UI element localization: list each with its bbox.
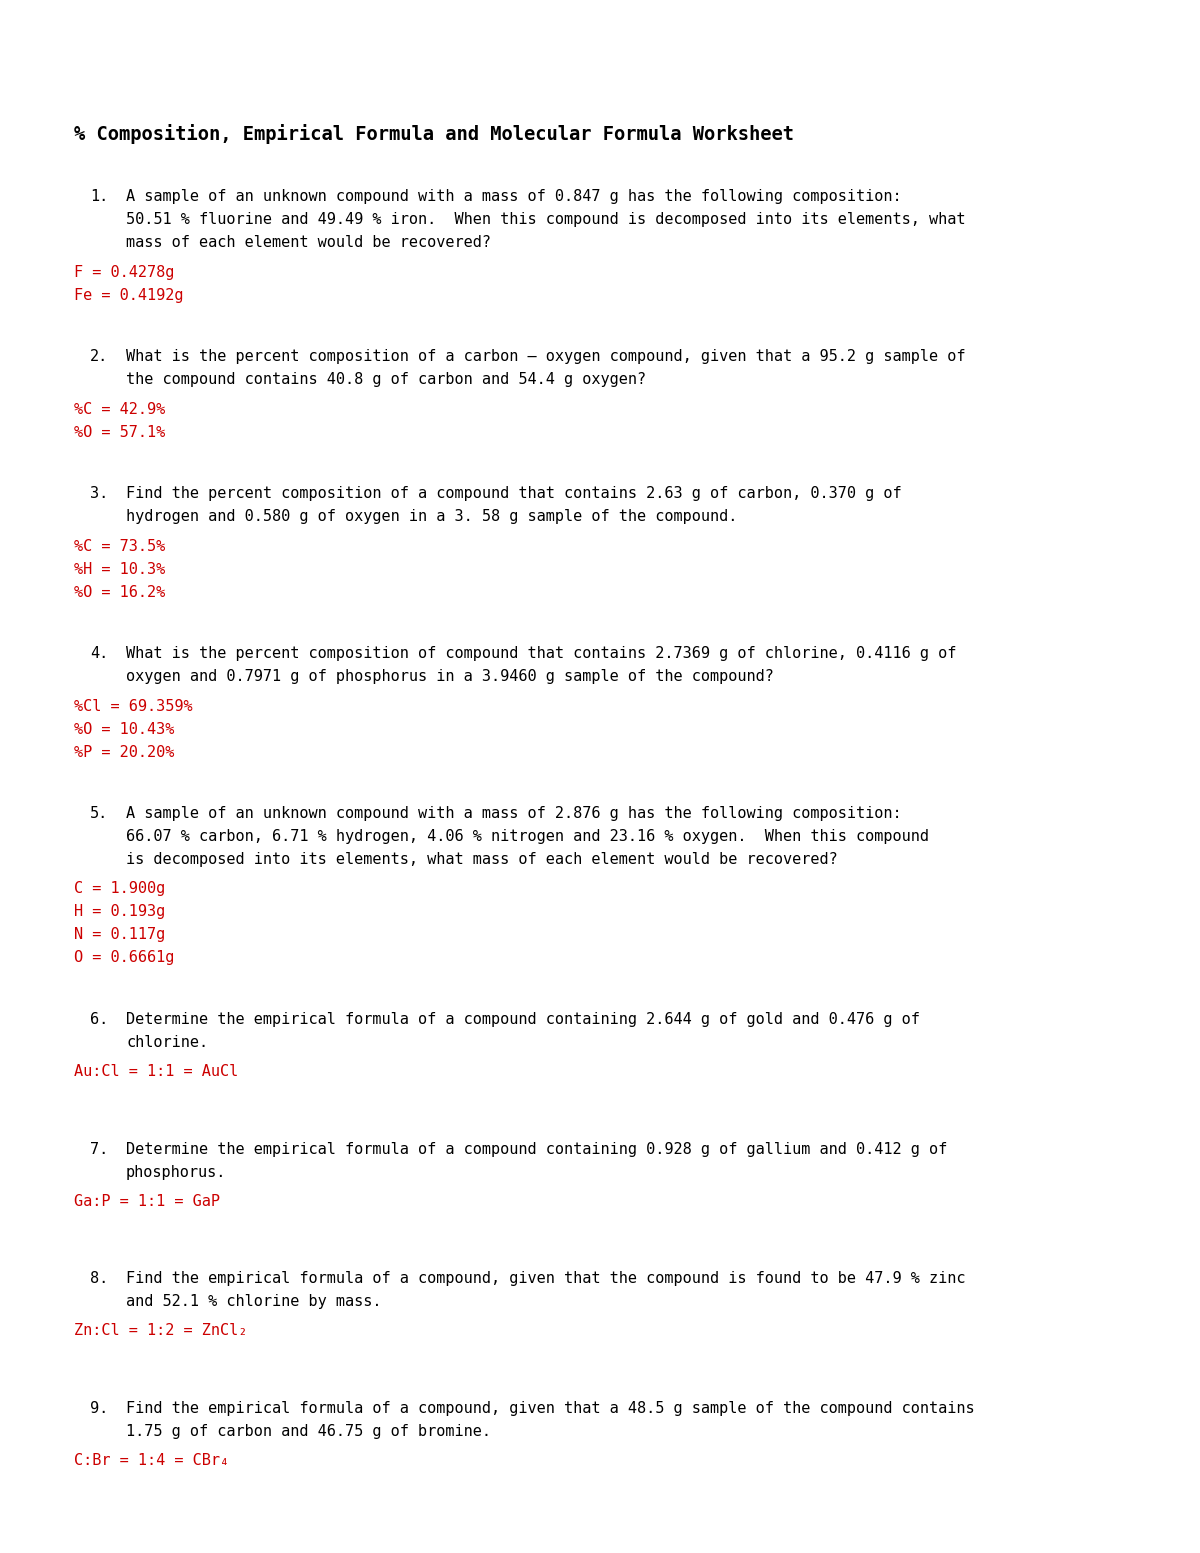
Text: %P = 20.20%: %P = 20.20% (74, 744, 175, 759)
Text: %Cl = 69.359%: %Cl = 69.359% (74, 699, 193, 713)
Text: Determine the empirical formula of a compound containing 2.644 g of gold and 0.4: Determine the empirical formula of a com… (126, 1013, 920, 1027)
Text: %O = 10.43%: %O = 10.43% (74, 722, 175, 736)
Text: mass of each element would be recovered?: mass of each element would be recovered? (126, 236, 491, 250)
Text: 7.: 7. (90, 1141, 108, 1157)
Text: A sample of an unknown compound with a mass of 2.876 g has the following composi: A sample of an unknown compound with a m… (126, 806, 901, 822)
Text: 1.: 1. (90, 189, 108, 205)
Text: %O = 57.1%: %O = 57.1% (74, 424, 166, 439)
Text: 1.75 g of carbon and 46.75 g of bromine.: 1.75 g of carbon and 46.75 g of bromine. (126, 1424, 491, 1438)
Text: 6.: 6. (90, 1013, 108, 1027)
Text: Zn:Cl = 1:2 = ZnCl₂: Zn:Cl = 1:2 = ZnCl₂ (74, 1323, 247, 1339)
Text: %H = 10.3%: %H = 10.3% (74, 562, 166, 576)
Text: Ga:P = 1:1 = GaP: Ga:P = 1:1 = GaP (74, 1194, 221, 1208)
Text: %C = 73.5%: %C = 73.5% (74, 539, 166, 553)
Text: phosphorus.: phosphorus. (126, 1165, 227, 1180)
Text: %O = 16.2%: %O = 16.2% (74, 584, 166, 599)
Text: hydrogen and 0.580 g of oxygen in a 3. 58 g sample of the compound.: hydrogen and 0.580 g of oxygen in a 3. 5… (126, 509, 737, 525)
Text: 3.: 3. (90, 486, 108, 502)
Text: 2.: 2. (90, 349, 108, 365)
Text: N = 0.117g: N = 0.117g (74, 927, 166, 943)
Text: 8.: 8. (90, 1272, 108, 1286)
Text: C = 1.900g: C = 1.900g (74, 882, 166, 896)
Text: Fe = 0.4192g: Fe = 0.4192g (74, 287, 184, 303)
Text: Find the empirical formula of a compound, given that the compound is found to be: Find the empirical formula of a compound… (126, 1272, 966, 1286)
Text: 5.: 5. (90, 806, 108, 822)
Text: %C = 42.9%: %C = 42.9% (74, 402, 166, 416)
Text: 66.07 % carbon, 6.71 % hydrogen, 4.06 % nitrogen and 23.16 % oxygen.  When this : 66.07 % carbon, 6.71 % hydrogen, 4.06 % … (126, 829, 929, 845)
Text: and 52.1 % chlorine by mass.: and 52.1 % chlorine by mass. (126, 1294, 382, 1309)
Text: Determine the empirical formula of a compound containing 0.928 g of gallium and : Determine the empirical formula of a com… (126, 1141, 947, 1157)
Text: What is the percent composition of a carbon – oxygen compound, given that a 95.2: What is the percent composition of a car… (126, 349, 966, 365)
Text: 50.51 % fluorine and 49.49 % iron.  When this compound is decomposed into its el: 50.51 % fluorine and 49.49 % iron. When … (126, 213, 966, 227)
Text: What is the percent composition of compound that contains 2.7369 g of chlorine, : What is the percent composition of compo… (126, 646, 956, 662)
Text: the compound contains 40.8 g of carbon and 54.4 g oxygen?: the compound contains 40.8 g of carbon a… (126, 373, 646, 387)
Text: % Composition, Empirical Formula and Molecular Formula Worksheet: % Composition, Empirical Formula and Mol… (74, 124, 794, 144)
Text: 9.: 9. (90, 1401, 108, 1416)
Text: 4.: 4. (90, 646, 108, 662)
Text: O = 0.6661g: O = 0.6661g (74, 950, 175, 966)
Text: Au:Cl = 1:1 = AuCl: Au:Cl = 1:1 = AuCl (74, 1064, 239, 1079)
Text: A sample of an unknown compound with a mass of 0.847 g has the following composi: A sample of an unknown compound with a m… (126, 189, 901, 205)
Text: is decomposed into its elements, what mass of each element would be recovered?: is decomposed into its elements, what ma… (126, 853, 838, 867)
Text: C:Br = 1:4 = CBr₄: C:Br = 1:4 = CBr₄ (74, 1454, 229, 1468)
Text: H = 0.193g: H = 0.193g (74, 904, 166, 919)
Text: Find the percent composition of a compound that contains 2.63 g of carbon, 0.370: Find the percent composition of a compou… (126, 486, 901, 502)
Text: oxygen and 0.7971 g of phosphorus in a 3.9460 g sample of the compound?: oxygen and 0.7971 g of phosphorus in a 3… (126, 669, 774, 685)
Text: Find the empirical formula of a compound, given that a 48.5 g sample of the comp: Find the empirical formula of a compound… (126, 1401, 974, 1416)
Text: chlorine.: chlorine. (126, 1036, 208, 1050)
Text: F = 0.4278g: F = 0.4278g (74, 264, 175, 280)
